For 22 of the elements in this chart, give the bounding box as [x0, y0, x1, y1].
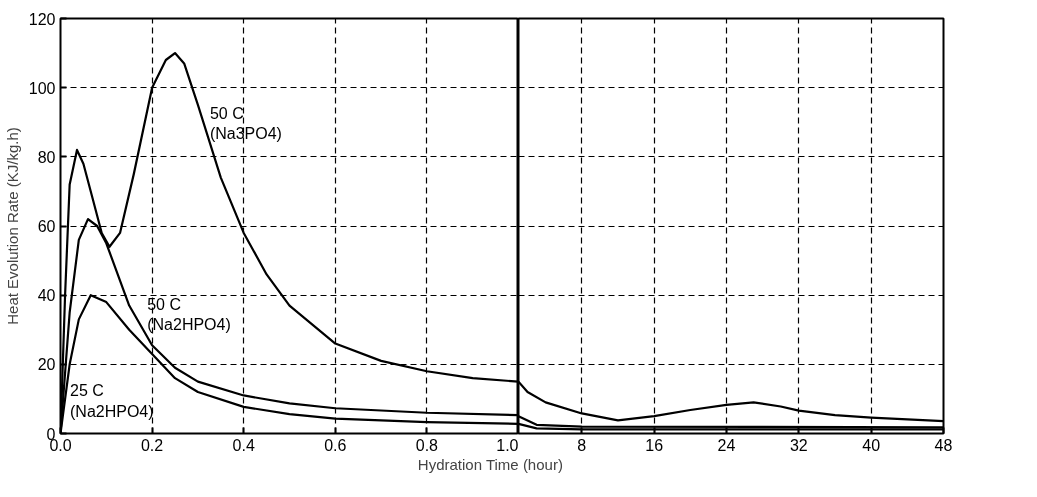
- y-tick-label: 120: [28, 10, 56, 28]
- y-tick-label: 100: [28, 79, 56, 97]
- x-axis-title: Hydration Time (hour): [417, 455, 563, 473]
- y-axis-title: Heat Evolution Rate (KJ/kg.h): [3, 127, 21, 325]
- x-tick-label: 32: [789, 436, 808, 454]
- x-tick-label: 1.0: [496, 436, 519, 454]
- x-tick-label: 24: [717, 436, 736, 454]
- series-label: 50 C (Na2HPO4): [147, 295, 231, 333]
- y-tick-label: 80: [37, 148, 56, 166]
- series-label: 50 C (Na3PO4): [209, 104, 282, 143]
- y-tick-label: 60: [37, 218, 56, 235]
- x-tick-label: 8: [577, 436, 587, 454]
- x-tick-label: 0.6: [324, 436, 347, 454]
- x-tick-label: 0.2: [140, 436, 164, 454]
- y-tick-label: 40: [37, 287, 56, 305]
- y-tick-label: 20: [37, 356, 56, 374]
- x-tick-label: 16: [645, 436, 664, 454]
- legend-label: 25 C (Na2HPO4): [70, 382, 154, 420]
- x-tick-label: 48: [934, 436, 953, 454]
- x-tick-label: 0.8: [415, 436, 439, 454]
- x-tick-label: 40: [862, 436, 881, 454]
- x-tick-label: 0.4: [232, 436, 255, 454]
